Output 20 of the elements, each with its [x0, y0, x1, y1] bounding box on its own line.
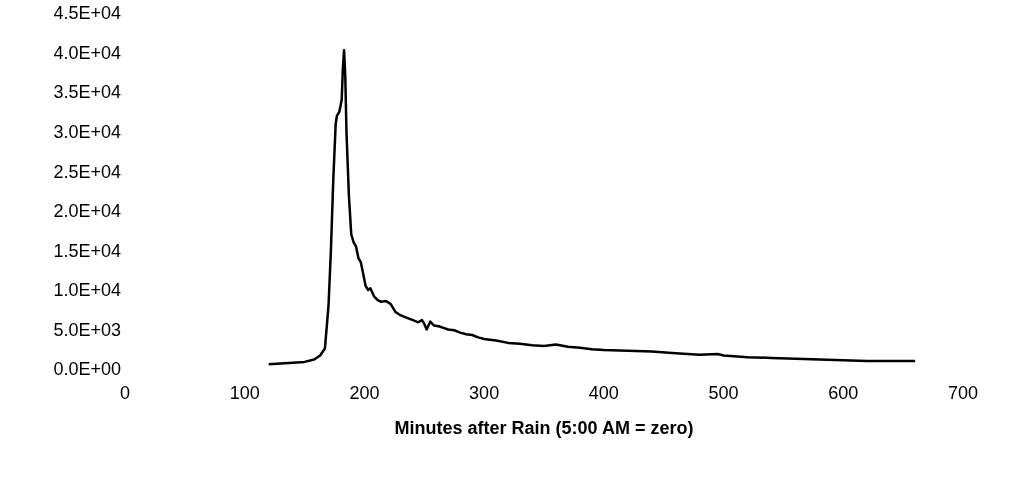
- y-tick-label: 1.0E+04: [53, 280, 121, 301]
- y-tick-label: 5.0E+03: [53, 319, 121, 340]
- x-tick-label: 400: [588, 383, 619, 403]
- x-tick-label: 200: [349, 383, 380, 403]
- line-series: [267, 48, 917, 366]
- x-tick-label: 500: [708, 383, 739, 403]
- y-tick-label: 0.0E+00: [53, 359, 121, 380]
- y-tick-label: 3.5E+04: [53, 82, 121, 103]
- y-tick-label: 3.0E+04: [53, 121, 121, 142]
- y-tick-label: 4.5E+04: [53, 3, 121, 24]
- x-tick-label: 300: [469, 383, 500, 403]
- y-tick-label: 1.5E+04: [53, 240, 121, 261]
- x-axis-title: Minutes after Rain (5:00 AM = zero): [394, 418, 694, 438]
- x-tick-label: 600: [828, 383, 859, 403]
- y-tick-label: 4.0E+04: [53, 42, 121, 63]
- x-tick-label: 100: [229, 383, 260, 403]
- x-tick-label: 0: [119, 383, 131, 403]
- x-tick-label: 700: [947, 383, 979, 403]
- y-tick-label: 2.5E+04: [53, 161, 121, 182]
- y-tick-label: 2.0E+04: [53, 201, 121, 222]
